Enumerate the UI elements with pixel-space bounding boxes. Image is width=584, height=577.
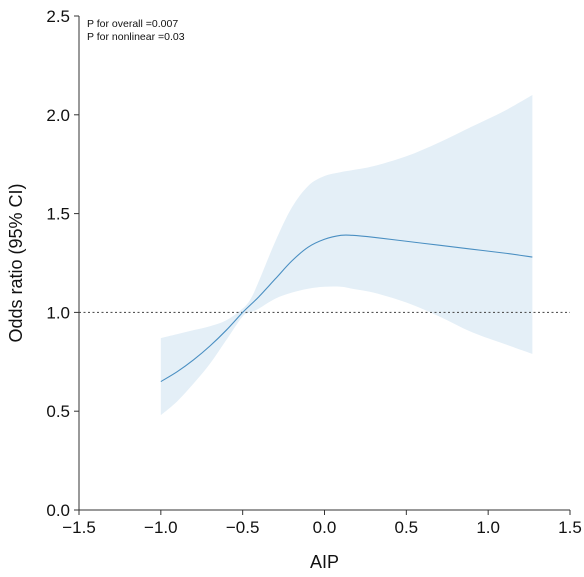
confidence-band (160, 95, 533, 416)
y-axis-title: Odds ratio (95% CI) (6, 183, 26, 342)
labels: −1.5 −1.0 −0.5 0.0 0.5 1.0 1.5 0.0 0.5 1.0 1.5 2.0 2… (6, 7, 582, 572)
confidence-band-layer (160, 95, 533, 416)
x-axis-title: AIP (310, 552, 339, 572)
x-tick-label: 1.5 (558, 518, 582, 537)
y-tick-label: 1.0 (46, 303, 70, 322)
y-tick-label: 2.0 (46, 106, 70, 125)
y-tick-label: 2.5 (46, 7, 70, 26)
x-tick-label: −0.5 (226, 518, 260, 537)
y-tick-label: 0.5 (46, 402, 70, 421)
x-tick-label: −1.0 (144, 518, 178, 537)
p-value-annotation: P for nonlinear =0.03 (87, 31, 185, 43)
x-tick-label: 0.0 (313, 518, 337, 537)
p-value-annotation: P for overall =0.007 (87, 18, 178, 30)
axes (74, 15, 571, 515)
y-tick-label: 0.0 (46, 501, 70, 520)
odds-ratio-line-layer (160, 234, 533, 383)
x-tick-label: 1.0 (476, 518, 500, 537)
odds-ratio-line (160, 234, 533, 383)
y-tick-label: 1.5 (46, 205, 70, 224)
x-tick-label: 0.5 (395, 518, 419, 537)
x-tick-label: −1.5 (62, 518, 96, 537)
